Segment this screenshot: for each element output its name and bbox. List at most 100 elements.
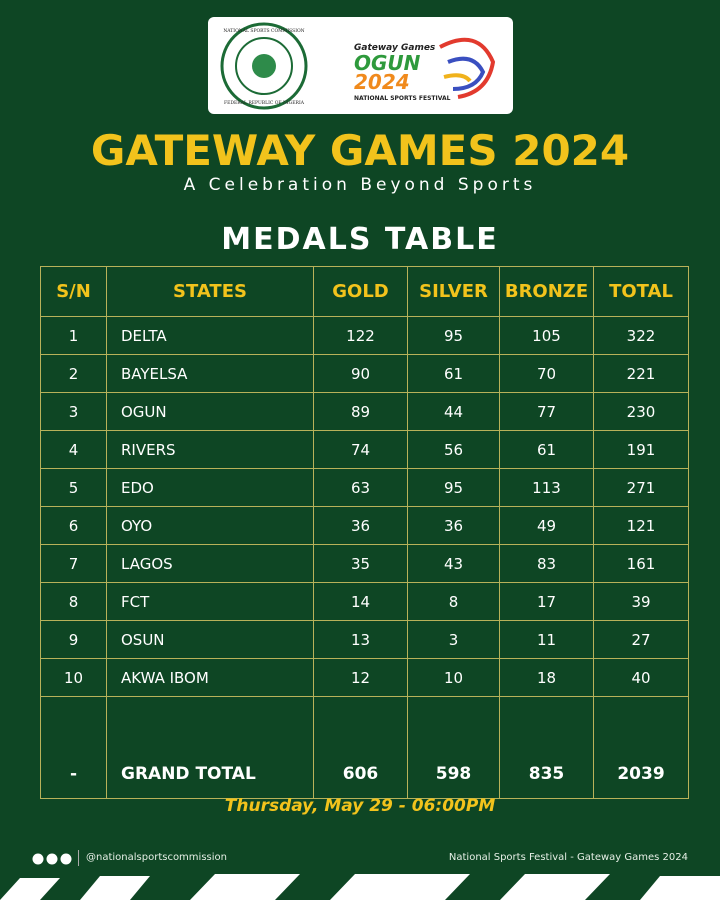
date: Thursday, May 29 - 06:00PM: [224, 796, 496, 816]
cell: 11: [499, 620, 594, 659]
cell: 89: [313, 392, 408, 431]
table-row: 6 OYO 36 36 49 121: [40, 506, 689, 545]
divider: [78, 850, 79, 866]
logo-name: OGUN: [354, 51, 421, 75]
cell: 27: [593, 620, 689, 659]
cell: 44: [407, 392, 500, 431]
cell: 2039: [593, 696, 689, 799]
cell: 49: [499, 506, 594, 545]
table-row: 8 FCT 14 8 17 39: [40, 582, 689, 621]
table-row: 1 DELTA 122 95 105 322: [40, 316, 689, 355]
cell: LAGOS: [106, 544, 314, 583]
column-header: S/N: [40, 266, 107, 317]
logo-subtitle: NATIONAL SPORTS FESTIVAL: [354, 95, 451, 102]
cell: 4: [40, 430, 107, 469]
cell: GRAND TOTAL: [106, 696, 314, 799]
cell: 13: [313, 620, 408, 659]
cell: 90: [313, 354, 408, 393]
cell: AKWA IBOM: [106, 658, 314, 697]
cell: 1: [40, 316, 107, 355]
logo-box: NATIONAL SPORTS COMMISSION FEDERAL REPUB…: [208, 17, 513, 114]
cell: 113: [499, 468, 594, 507]
table-row: 10 AKWA IBOM 12 10 18 40: [40, 658, 689, 697]
cell: 14: [313, 582, 408, 621]
cell: 61: [407, 354, 500, 393]
cell: 121: [593, 506, 689, 545]
table-row: 2 BAYELSA 90 61 70 221: [40, 354, 689, 393]
cell: 105: [499, 316, 594, 355]
cell: 36: [407, 506, 500, 545]
cell: RIVERS: [106, 430, 314, 469]
table-row: 7 LAGOS 35 43 83 161: [40, 544, 689, 583]
cell: 2: [40, 354, 107, 393]
column-header: TOTAL: [593, 266, 689, 317]
cell: 43: [407, 544, 500, 583]
cell: 7: [40, 544, 107, 583]
cell: 56: [407, 430, 500, 469]
bottom-decor: [0, 874, 720, 900]
subtitle: A Celebration Beyond Sports: [183, 175, 537, 195]
cell: 95: [407, 316, 500, 355]
cell: BAYELSA: [106, 354, 314, 393]
cell: 36: [313, 506, 408, 545]
medals-table: S/N STATES GOLD SILVER BRONZE TOTAL 1 DELTA 122…: [40, 266, 689, 799]
cell: -: [40, 696, 107, 799]
cell: 77: [499, 392, 594, 431]
cell: 18: [499, 658, 594, 697]
cell: 61: [499, 430, 594, 469]
column-header: STATES: [106, 266, 314, 317]
cell: 5: [40, 468, 107, 507]
cell: 12: [313, 658, 408, 697]
cell: EDO: [106, 468, 314, 507]
cell: 10: [407, 658, 500, 697]
cell: 221: [593, 354, 689, 393]
cell: 8: [407, 582, 500, 621]
cell: OSUN: [106, 620, 314, 659]
cell: 606: [313, 696, 408, 799]
cell: 83: [499, 544, 594, 583]
cell: 39: [593, 582, 689, 621]
cell: 3: [40, 392, 107, 431]
cell: 6: [40, 506, 107, 545]
cell: 35: [313, 544, 408, 583]
cell: 598: [407, 696, 500, 799]
cell: 230: [593, 392, 689, 431]
column-header: BRONZE: [499, 266, 594, 317]
cell: 40: [593, 658, 689, 697]
cell: FCT: [106, 582, 314, 621]
cell: 95: [407, 468, 500, 507]
cell: 74: [313, 430, 408, 469]
column-header: GOLD: [313, 266, 408, 317]
cell: DELTA: [106, 316, 314, 355]
table-row: 3 OGUN 89 44 77 230: [40, 392, 689, 431]
cell: 161: [593, 544, 689, 583]
cell: 122: [313, 316, 408, 355]
cell: 10: [40, 658, 107, 697]
title: GATEWAY GAMES 2024: [90, 126, 630, 175]
social-icons: [32, 853, 72, 865]
cell: 63: [313, 468, 408, 507]
logos: NATIONAL SPORTS COMMISSION FEDERAL REPUB…: [220, 22, 496, 110]
column-header: SILVER: [407, 266, 500, 317]
logo-year: 2024: [354, 70, 410, 94]
table-row: 9 OSUN 13 3 11 27: [40, 620, 689, 659]
table-title: MEDALS TABLE: [221, 222, 499, 257]
table-row: 4 RIVERS 74 56 61 191: [40, 430, 689, 469]
header-row: S/N STATES GOLD SILVER BRONZE TOTAL: [40, 266, 689, 317]
cell: 191: [593, 430, 689, 469]
cell: 17: [499, 582, 594, 621]
logo-bottom-text: FEDERAL REPUBLIC OF NIGERIA: [224, 100, 305, 106]
footer-right: National Sports Festival - Gateway Games…: [448, 852, 688, 863]
cell: 70: [499, 354, 594, 393]
cell: 322: [593, 316, 689, 355]
cell: 271: [593, 468, 689, 507]
cell: OYO: [106, 506, 314, 545]
cell: 835: [499, 696, 594, 799]
cell: 8: [40, 582, 107, 621]
cell: 9: [40, 620, 107, 659]
table-row: 5 EDO 63 95 113 271: [40, 468, 689, 507]
total-row: - GRAND TOTAL 606 598 835 2039: [40, 696, 689, 799]
cell: 3: [407, 620, 500, 659]
cell: OGUN: [106, 392, 314, 431]
